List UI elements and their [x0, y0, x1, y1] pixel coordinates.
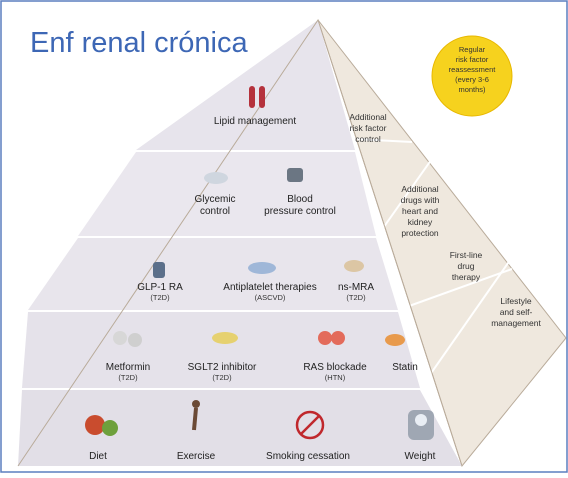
side-label: therapy	[452, 272, 481, 282]
item-label: RAS blockade	[303, 362, 367, 373]
tier	[18, 390, 462, 466]
item-label: Weight	[405, 451, 436, 462]
side-label: protection	[401, 228, 439, 238]
badge-text: Regular	[459, 45, 486, 54]
item-label: Blood	[287, 194, 313, 205]
item-note: (T2D)	[212, 373, 232, 382]
diagram: Enf renal crónica Regularrisk factorreas…	[0, 0, 568, 473]
side-label: heart and	[402, 206, 438, 216]
side-label: Additional	[401, 184, 438, 194]
title: Enf renal crónica	[30, 27, 248, 59]
item-label: Statin	[392, 362, 418, 373]
item-label: control	[200, 206, 230, 217]
item-note: (T2D)	[118, 373, 138, 382]
badge-text: risk factor	[456, 55, 489, 64]
item-label: SGLT2 inhibitor	[188, 362, 257, 373]
item-label: Glycemic	[194, 194, 235, 205]
side-label: First-line	[450, 250, 483, 260]
item-label: Lipid management	[214, 116, 296, 127]
item-label: Antiplatelet therapies	[223, 282, 316, 293]
badge-text: (every 3-6	[455, 75, 489, 84]
side-label: drug	[457, 261, 474, 271]
item-label: Diet	[89, 451, 107, 462]
item-label: GLP-1 RA	[137, 282, 183, 293]
item-note: (T2D)	[346, 293, 366, 302]
side-label: kidney	[408, 217, 433, 227]
side-label: control	[355, 134, 381, 144]
side-label: and self-	[500, 307, 533, 317]
tier	[28, 238, 398, 310]
side-label: management	[491, 318, 541, 328]
side-label: Lifestyle	[500, 296, 531, 306]
item-note: (ASCVD)	[255, 293, 286, 302]
side-label: Additional	[349, 112, 386, 122]
item-note: (HTN)	[325, 373, 346, 382]
item-label: pressure control	[264, 206, 336, 217]
item-note: (T2D)	[150, 293, 170, 302]
side-label: risk factor	[350, 123, 387, 133]
badge-text: months)	[458, 85, 486, 94]
item-label: Exercise	[177, 451, 216, 462]
page: {"title": "Enf renal crónica", "badge": …	[0, 0, 568, 473]
item-label: ns-MRA	[338, 282, 374, 293]
item-label: Metformin	[106, 362, 150, 373]
side-label: drugs with	[401, 195, 440, 205]
badge-text: reassessment	[449, 65, 497, 74]
item-label: Smoking cessation	[266, 451, 350, 462]
